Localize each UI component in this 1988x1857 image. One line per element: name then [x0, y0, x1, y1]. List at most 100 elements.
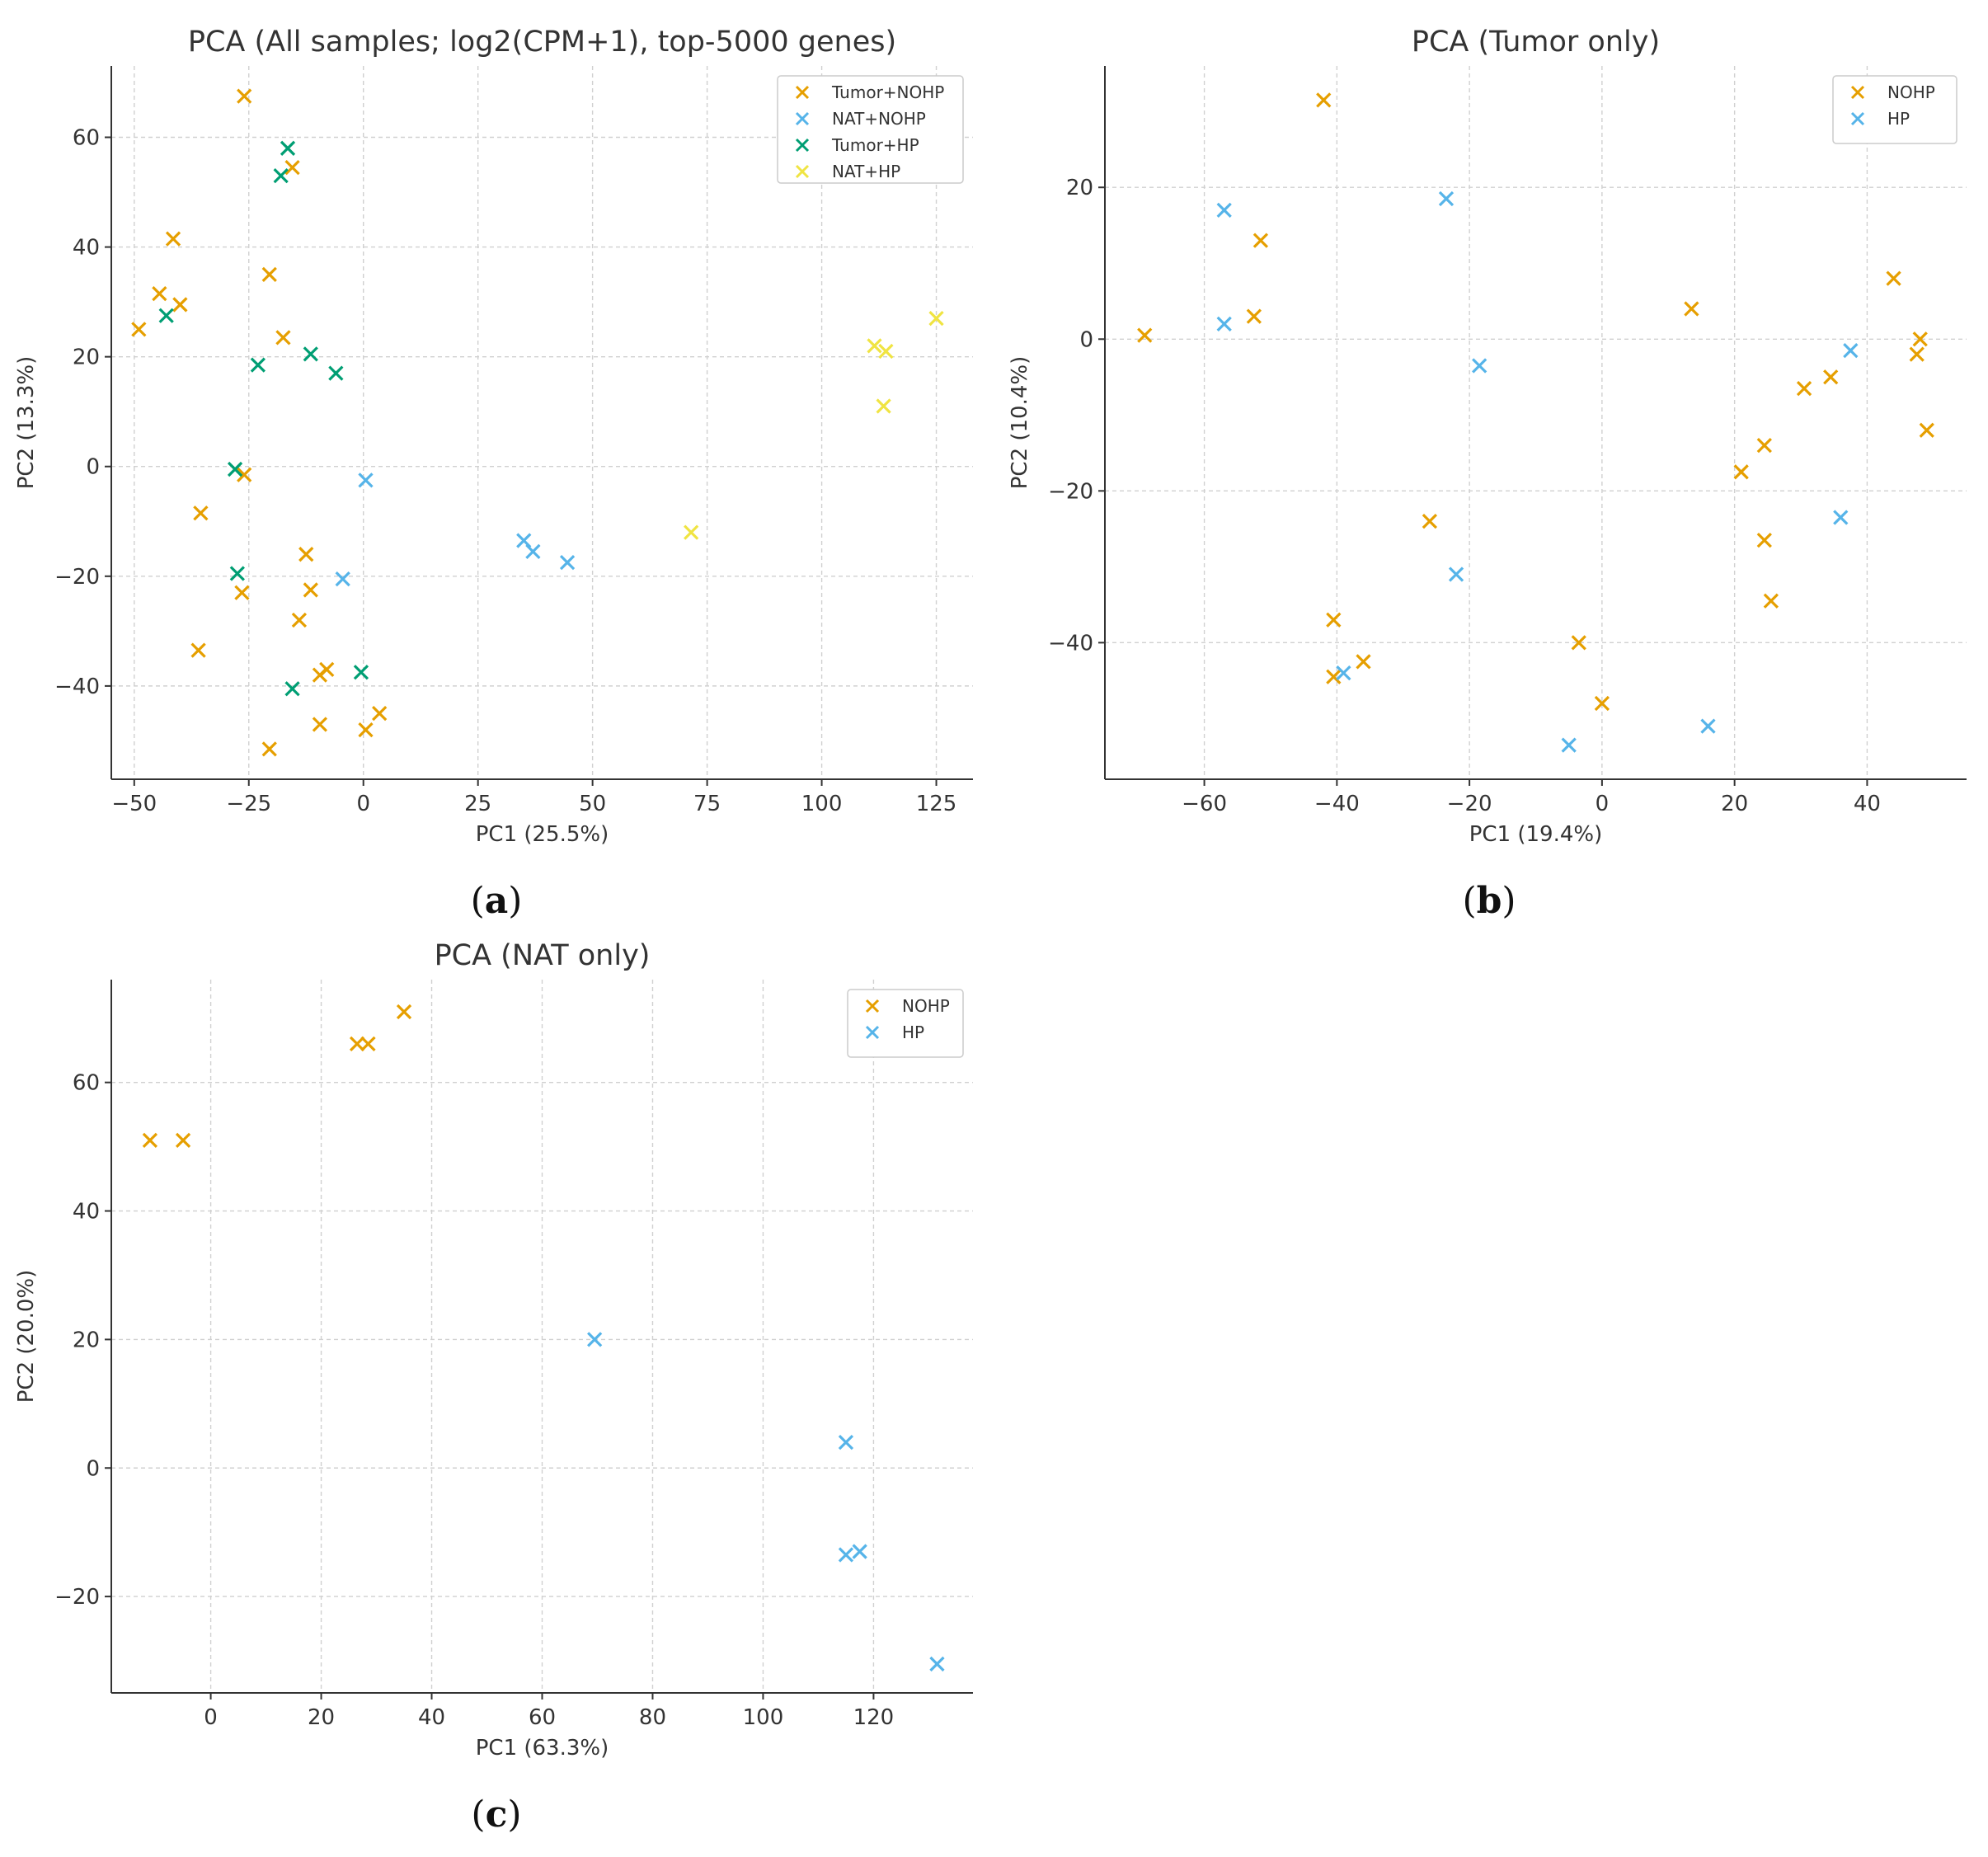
data-point — [838, 1434, 854, 1450]
y-tick-label: 20 — [73, 1328, 100, 1352]
series-hp — [587, 1332, 945, 1672]
data-point — [349, 1036, 365, 1052]
x-tick-label: 125 — [916, 792, 957, 816]
y-tick-label: 40 — [73, 1200, 100, 1225]
series-tumor-nohp — [131, 88, 388, 757]
data-point — [335, 571, 350, 587]
data-point — [261, 266, 277, 282]
panel-letter: (c) — [471, 1794, 521, 1836]
y-axis-label: PC2 (13.3%) — [14, 356, 39, 490]
data-point — [1336, 665, 1351, 681]
x-tick-label: 0 — [1596, 792, 1610, 816]
data-point — [1448, 567, 1464, 582]
legend-entry: Tumor+HP — [831, 135, 919, 155]
data-point — [172, 297, 188, 313]
legend-entry: NAT+NOHP — [832, 109, 926, 129]
data-point — [284, 159, 300, 176]
y-tick-label: 0 — [1079, 327, 1093, 352]
panel-a: −50 −25 0 25 50 75 100 125 −40 −20 0 20 40 60 PCA (All… — [14, 26, 973, 922]
data-point — [358, 722, 374, 738]
data-point — [396, 1004, 412, 1020]
data-point — [1571, 635, 1586, 651]
data-point — [291, 612, 308, 628]
data-point — [158, 308, 174, 323]
y-tick-label: −40 — [54, 675, 100, 699]
x-tick-label: −60 — [1182, 792, 1227, 816]
chart-title: PCA (All samples; log2(CPM+1), top-5000 … — [188, 26, 896, 59]
data-point — [372, 706, 388, 722]
y-tick-label: 60 — [73, 126, 100, 151]
data-point — [684, 524, 699, 540]
x-tick-label: 60 — [529, 1705, 556, 1730]
data-point — [1886, 270, 1901, 286]
gridlines — [1105, 66, 1967, 779]
series-tumor-hp — [158, 140, 369, 697]
data-point — [1823, 369, 1839, 385]
legend-box — [1832, 75, 1957, 144]
x-tick-label: −20 — [1447, 792, 1492, 816]
data-point — [1919, 422, 1934, 438]
data-point — [1137, 327, 1153, 343]
data-point — [1763, 593, 1779, 609]
legend-marker — [795, 85, 810, 100]
x-tick-label: 100 — [801, 792, 843, 816]
data-point — [1326, 612, 1342, 628]
x-tick-label: 20 — [308, 1705, 335, 1730]
data-point — [1843, 342, 1859, 359]
data-point — [229, 566, 245, 581]
x-tick-label: 100 — [743, 1705, 784, 1730]
data-point — [838, 1547, 854, 1563]
x-axis-label: PC1 (63.3%) — [476, 1736, 609, 1761]
legend-entry: NAT+HP — [832, 162, 900, 181]
series-nat-nohp — [335, 472, 576, 587]
legend-marker — [865, 999, 880, 1013]
data-point — [867, 338, 882, 354]
data-point — [1216, 202, 1232, 218]
data-point — [1756, 437, 1772, 454]
y-axis-label: PC2 (20.0%) — [14, 1270, 39, 1403]
data-point — [284, 681, 300, 697]
y-axis-label: PC2 (10.4%) — [1008, 356, 1032, 490]
x-tick-label: −40 — [1314, 792, 1360, 816]
y-tick-label: 60 — [73, 1071, 100, 1096]
data-point — [261, 741, 277, 757]
data-point — [312, 667, 328, 683]
data-point — [1246, 308, 1262, 324]
data-point — [1316, 92, 1332, 108]
x-tick-label: −25 — [226, 792, 271, 816]
data-point — [1356, 654, 1371, 670]
data-point — [876, 398, 891, 414]
data-point — [1216, 316, 1232, 332]
data-point — [1833, 510, 1849, 525]
y-tick-label: 20 — [1066, 176, 1093, 200]
data-point — [1422, 513, 1438, 529]
series-nat-hp — [684, 310, 944, 540]
legend: NOHP HP — [1832, 75, 1957, 144]
data-point — [237, 88, 252, 104]
data-point — [1561, 737, 1577, 753]
data-point — [303, 582, 318, 598]
data-point — [1472, 358, 1487, 374]
y-tick-label: −20 — [54, 565, 100, 590]
x-tick-label: 50 — [579, 792, 606, 816]
x-tick-label: 80 — [639, 1705, 666, 1730]
data-point — [353, 665, 369, 680]
data-point — [193, 505, 209, 521]
data-point — [152, 286, 167, 302]
x-tick-label: 0 — [356, 792, 370, 816]
legend-marker — [795, 164, 810, 179]
data-point — [250, 357, 266, 373]
series-nohp — [142, 1004, 412, 1148]
data-point — [237, 467, 252, 482]
legend-box — [847, 989, 964, 1058]
data-point — [1684, 301, 1699, 317]
panel-b: −60 −40 −20 0 20 40 −40 −20 0 20 PCA (Tumor only) P… — [1008, 26, 1967, 922]
data-point — [298, 547, 314, 562]
panel-letter: (a) — [471, 880, 523, 922]
y-tick-label: −40 — [1048, 631, 1093, 656]
x-tick-label: 40 — [418, 1705, 445, 1730]
x-tick-label: 40 — [1854, 792, 1881, 816]
data-point — [165, 231, 181, 247]
